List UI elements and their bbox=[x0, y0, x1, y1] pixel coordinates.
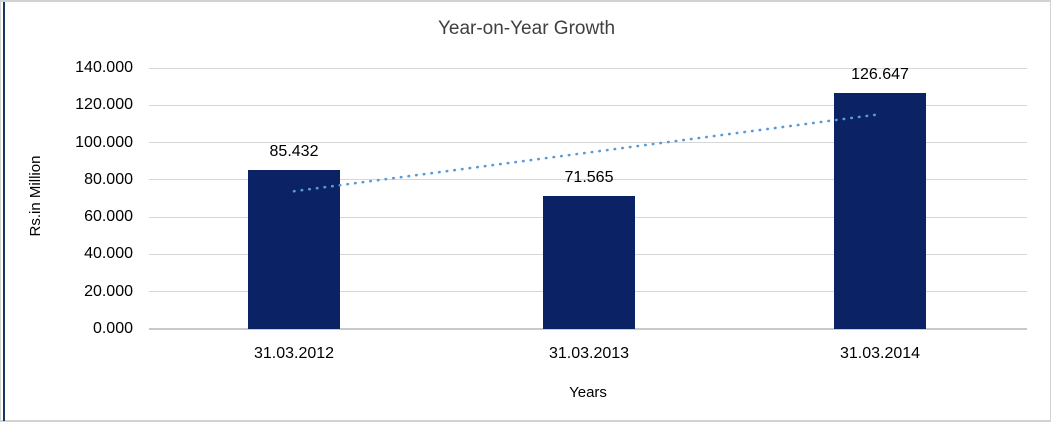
y-tick-label: 120.000 bbox=[75, 96, 133, 114]
y-tick-label: 0.000 bbox=[92, 320, 133, 337]
bar-31.03.2014 bbox=[834, 92, 926, 329]
y-tick-label: 100.000 bbox=[75, 133, 133, 151]
y-tick-label: 40.000 bbox=[84, 245, 133, 263]
x-tick-label: 31.03.2013 bbox=[548, 345, 630, 362]
x-tick-label: 31.03.2014 bbox=[839, 345, 921, 362]
data-label: 85.432 bbox=[269, 142, 319, 160]
bar-31.03.2012 bbox=[248, 169, 340, 329]
y-axis-title: Rs.in Million bbox=[27, 155, 44, 237]
gridline bbox=[149, 67, 1027, 69]
y-tick-label: 80.000 bbox=[84, 170, 133, 188]
data-label: 71.565 bbox=[564, 168, 614, 186]
bar-31.03.2013 bbox=[543, 195, 635, 329]
gridline bbox=[149, 328, 1027, 330]
gridline bbox=[149, 104, 1027, 106]
y-tick-label: 20.000 bbox=[84, 282, 133, 300]
y-tick-label: 60.000 bbox=[84, 208, 133, 226]
y-tick-label: 140.000 bbox=[75, 59, 133, 76]
chart-title: Year-on-Year Growth bbox=[437, 18, 616, 39]
x-tick-label: 31.03.2012 bbox=[253, 345, 335, 362]
left-accent-border bbox=[3, 2, 5, 421]
data-label: 126.647 bbox=[851, 65, 909, 83]
x-axis-title: Years bbox=[569, 384, 607, 401]
